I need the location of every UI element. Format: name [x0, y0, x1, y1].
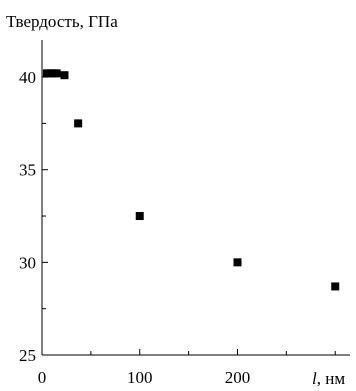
data-point [233, 258, 242, 267]
x-axis-label-variable: l [312, 369, 317, 388]
data-point [74, 119, 83, 128]
x-axis-label-unit: , нм [317, 369, 346, 388]
y-tick-label: 25 [19, 346, 36, 365]
data-points [42, 69, 340, 291]
data-point [331, 282, 340, 291]
y-ticks: 25 30 35 40 [19, 68, 48, 365]
y-axis-label: Твердость, ГПа [6, 12, 118, 31]
y-tick-label: 35 [19, 161, 36, 180]
y-tick-label: 40 [19, 68, 36, 87]
y-tick-label: 30 [19, 253, 36, 272]
x-tick-label: 100 [127, 368, 153, 387]
data-point [135, 212, 144, 221]
data-point [60, 71, 69, 80]
x-axis-label: l, нм [312, 369, 345, 388]
data-point [52, 69, 61, 78]
x-tick-label: 0 [38, 368, 47, 387]
x-ticks: 0 100 200 [38, 349, 336, 387]
x-tick-label: 200 [225, 368, 251, 387]
